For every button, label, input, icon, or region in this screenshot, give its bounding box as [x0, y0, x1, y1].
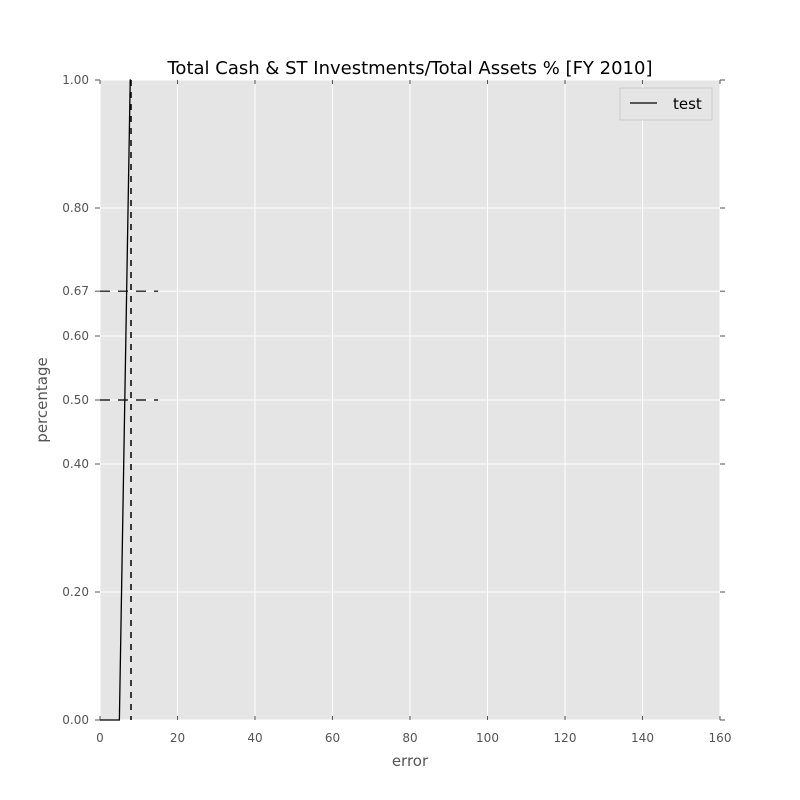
series-layer — [100, 79, 131, 721]
y-axis-label: percentage — [33, 357, 51, 442]
y-tick-label: 0.80 — [62, 201, 89, 215]
legend-label: test — [673, 95, 702, 113]
y-tick-label: 0.20 — [62, 585, 89, 599]
x-tick-label: 80 — [402, 731, 417, 745]
x-tick-label: 60 — [325, 731, 340, 745]
x-tick-label: 20 — [170, 731, 185, 745]
y-tick-label: 1.00 — [62, 73, 89, 87]
x-tick-label: 120 — [554, 731, 577, 745]
reference-lines — [100, 80, 159, 720]
chart-title: Total Cash & ST Investments/Total Assets… — [167, 58, 653, 79]
series-line-test — [100, 79, 131, 721]
legend: test — [619, 87, 713, 121]
legend-box — [619, 87, 713, 121]
x-axis-label: error — [392, 752, 429, 770]
y-tick-label: 0.00 — [62, 713, 89, 727]
y-tick-label: 0.50 — [62, 393, 89, 407]
x-tick-label: 100 — [476, 731, 499, 745]
x-tick-label: 40 — [247, 731, 262, 745]
y-tick-label: 0.40 — [62, 457, 89, 471]
x-tick-label: 140 — [631, 731, 654, 745]
y-tick-label: 0.60 — [62, 329, 89, 343]
x-tick-label: 160 — [709, 731, 732, 745]
y-tick-label: 0.67 — [62, 284, 89, 298]
x-tick-label: 0 — [96, 731, 104, 745]
axis-ticks: 0 20 40 60 80 100 120 140 160 0.00 0.20 0.40 0.50 0.6… — [62, 73, 731, 745]
